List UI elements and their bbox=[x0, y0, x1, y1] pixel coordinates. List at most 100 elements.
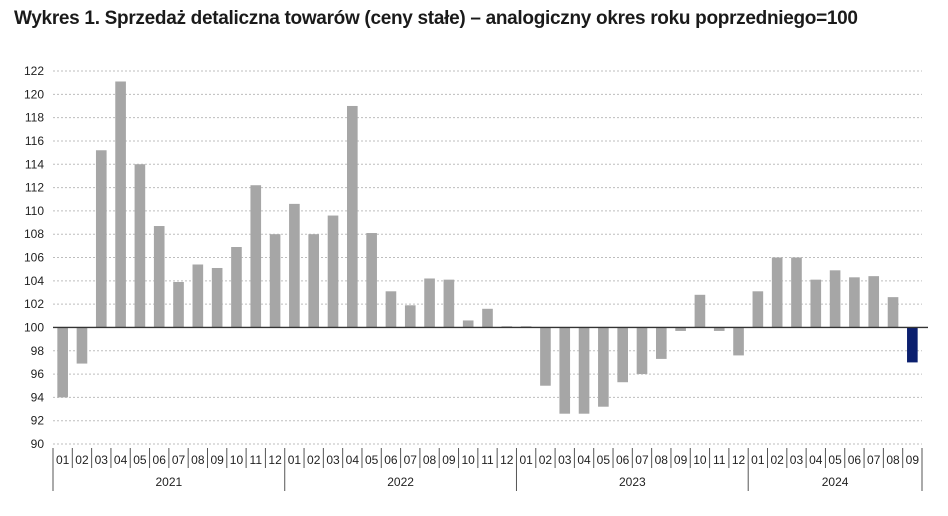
bar bbox=[791, 257, 802, 328]
bar bbox=[617, 327, 628, 383]
bar bbox=[289, 203, 300, 328]
x-tick-label: 05 bbox=[828, 453, 842, 467]
bar bbox=[366, 233, 377, 328]
y-tick-label: 90 bbox=[31, 437, 45, 451]
y-tick-label: 96 bbox=[31, 367, 45, 381]
y-tick-label: 116 bbox=[25, 134, 44, 148]
y-tick-label: 104 bbox=[24, 274, 44, 288]
axes bbox=[52, 326, 928, 491]
bar bbox=[578, 327, 590, 414]
x-tick-label: 06 bbox=[616, 453, 630, 467]
bar bbox=[95, 150, 107, 328]
x-tick-label: 06 bbox=[384, 453, 398, 467]
x-tick-label: 11 bbox=[481, 453, 494, 467]
y-tick-label: 108 bbox=[24, 227, 44, 241]
x-tick-label: 03 bbox=[95, 453, 109, 467]
bar bbox=[598, 327, 609, 407]
x-tick-label: 03 bbox=[558, 453, 572, 467]
chart-title: Wykres 1. Sprzedaż detaliczna towarów (c… bbox=[14, 8, 858, 29]
bar bbox=[134, 164, 146, 328]
x-tick-label: 08 bbox=[886, 453, 900, 467]
x-tick-label: 09 bbox=[442, 453, 456, 467]
bar bbox=[540, 327, 551, 386]
x-tick-label: 08 bbox=[191, 453, 205, 467]
bar bbox=[385, 291, 397, 328]
x-tick-label: 03 bbox=[326, 453, 340, 467]
bar bbox=[636, 327, 648, 375]
x-tick-label: 11 bbox=[250, 453, 263, 467]
bar bbox=[829, 270, 841, 328]
bar bbox=[308, 234, 320, 328]
y-tick-label: 120 bbox=[24, 87, 44, 101]
x-tick-label: 05 bbox=[597, 453, 611, 467]
x-tick-label: 03 bbox=[790, 453, 804, 467]
y-tick-label: 106 bbox=[24, 251, 44, 265]
x-tick-label: 01 bbox=[751, 453, 765, 467]
y-tick-label: 100 bbox=[24, 320, 44, 334]
x-tick-label: 04 bbox=[114, 453, 128, 467]
bar bbox=[482, 308, 493, 328]
year-label: 2024 bbox=[822, 475, 849, 489]
x-tick-label: 02 bbox=[770, 453, 784, 467]
x-tick-label: 04 bbox=[577, 453, 591, 467]
x-tick-label: 01 bbox=[56, 453, 70, 467]
x-tick-label: 11 bbox=[713, 453, 726, 467]
x-tick-label: 06 bbox=[153, 453, 167, 467]
year-label: 2022 bbox=[387, 475, 414, 489]
x-tick-label: 01 bbox=[288, 453, 302, 467]
x-tick-label: 10 bbox=[462, 453, 476, 467]
y-tick-label: 110 bbox=[25, 204, 44, 218]
x-tick-label: 07 bbox=[635, 453, 649, 467]
x-tick-label: 09 bbox=[906, 453, 920, 467]
bar bbox=[887, 297, 899, 328]
y-tick-label: 102 bbox=[24, 297, 44, 311]
bar bbox=[211, 267, 223, 328]
x-tick-label: 09 bbox=[674, 453, 688, 467]
bar bbox=[404, 305, 416, 328]
bar bbox=[752, 291, 764, 328]
x-tick-label: 04 bbox=[809, 453, 823, 467]
x-tick-label: 06 bbox=[848, 453, 862, 467]
tick-labels: 9092949698100102104106108110112114116118… bbox=[24, 64, 919, 489]
year-label: 2021 bbox=[156, 475, 183, 489]
bar bbox=[57, 327, 68, 398]
bar bbox=[733, 327, 744, 356]
x-tick-label: 10 bbox=[230, 453, 244, 467]
bar bbox=[76, 327, 88, 364]
y-tick-label: 114 bbox=[25, 157, 44, 171]
bar bbox=[115, 81, 126, 328]
x-tick-label: 07 bbox=[867, 453, 881, 467]
bar bbox=[269, 234, 281, 328]
year-label: 2023 bbox=[619, 475, 646, 489]
bar bbox=[559, 327, 571, 414]
bar bbox=[675, 327, 686, 331]
x-tick-label: 07 bbox=[404, 453, 418, 467]
bar bbox=[462, 320, 474, 328]
bar bbox=[868, 276, 880, 328]
x-tick-label: 02 bbox=[539, 453, 553, 467]
y-tick-label: 112 bbox=[25, 181, 44, 195]
x-tick-label: 02 bbox=[75, 453, 89, 467]
bar bbox=[694, 294, 706, 328]
x-tick-label: 04 bbox=[346, 453, 360, 467]
x-tick-label: 09 bbox=[210, 453, 224, 467]
x-tick-label: 08 bbox=[423, 453, 437, 467]
x-tick-label: 05 bbox=[365, 453, 379, 467]
x-tick-label: 02 bbox=[307, 453, 321, 467]
x-tick-label: 05 bbox=[133, 453, 147, 467]
bar bbox=[655, 327, 667, 359]
bar bbox=[327, 215, 339, 328]
bar bbox=[173, 281, 184, 328]
x-tick-label: 12 bbox=[268, 453, 282, 467]
bar bbox=[347, 105, 358, 328]
y-tick-label: 122 bbox=[24, 64, 44, 78]
bar bbox=[231, 247, 242, 328]
bars bbox=[57, 81, 918, 414]
bar bbox=[192, 264, 204, 328]
bar bbox=[443, 279, 455, 328]
bar bbox=[771, 257, 783, 328]
bar bbox=[250, 185, 262, 328]
bar bbox=[849, 277, 860, 328]
x-tick-label: 12 bbox=[500, 453, 514, 467]
